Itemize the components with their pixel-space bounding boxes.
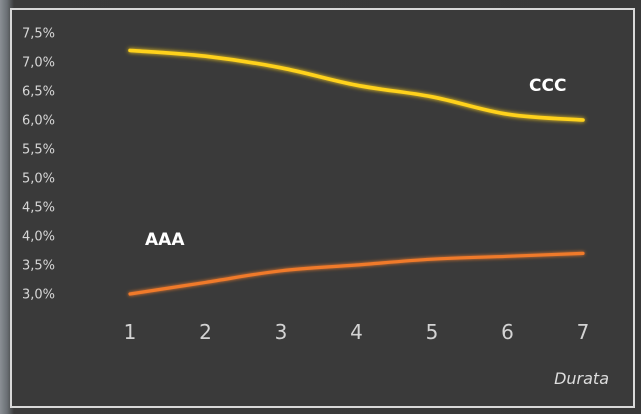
y-tick-label: 7,5%	[22, 27, 55, 42]
y-tick-label: 6,0%	[22, 114, 55, 129]
y-tick-label: 3,5%	[22, 259, 55, 274]
y-tick-label: 3,0%	[22, 288, 55, 303]
series-line-ccc	[128, 48, 585, 122]
y-tick-label: 6,5%	[22, 85, 55, 100]
y-tick-label: 5,0%	[22, 172, 55, 187]
x-tick-label: 7	[577, 320, 590, 344]
x-tick-label: 2	[199, 320, 212, 344]
x-tick-label: 3	[275, 320, 288, 344]
y-tick-label: 7,0%	[22, 56, 55, 71]
x-axis-ticks: 1 2 3 4 5 6 7	[124, 320, 590, 344]
series-labels: CCC AAA	[145, 76, 566, 250]
series-label-ccc: CCC	[529, 76, 566, 96]
y-tick-label: 5,5%	[22, 143, 55, 158]
y-tick-label: 4,0%	[22, 230, 55, 245]
series-lines	[128, 48, 585, 296]
x-tick-label: 4	[350, 320, 363, 344]
x-tick-label: 1	[124, 320, 137, 344]
chart-panel	[10, 8, 635, 408]
x-tick-label: 6	[501, 320, 514, 344]
series-label-aaa: AAA	[145, 230, 185, 250]
x-axis-title: Durata	[554, 369, 609, 388]
series-line-aaa	[128, 251, 585, 296]
y-axis-ticks: 7,5% 7,0% 6,5% 6,0% 5,5% 5,0% 4,5% 4,0% 3,5% 3,0%	[22, 27, 55, 303]
x-tick-label: 5	[426, 320, 439, 344]
y-tick-label: 4,5%	[22, 201, 55, 216]
